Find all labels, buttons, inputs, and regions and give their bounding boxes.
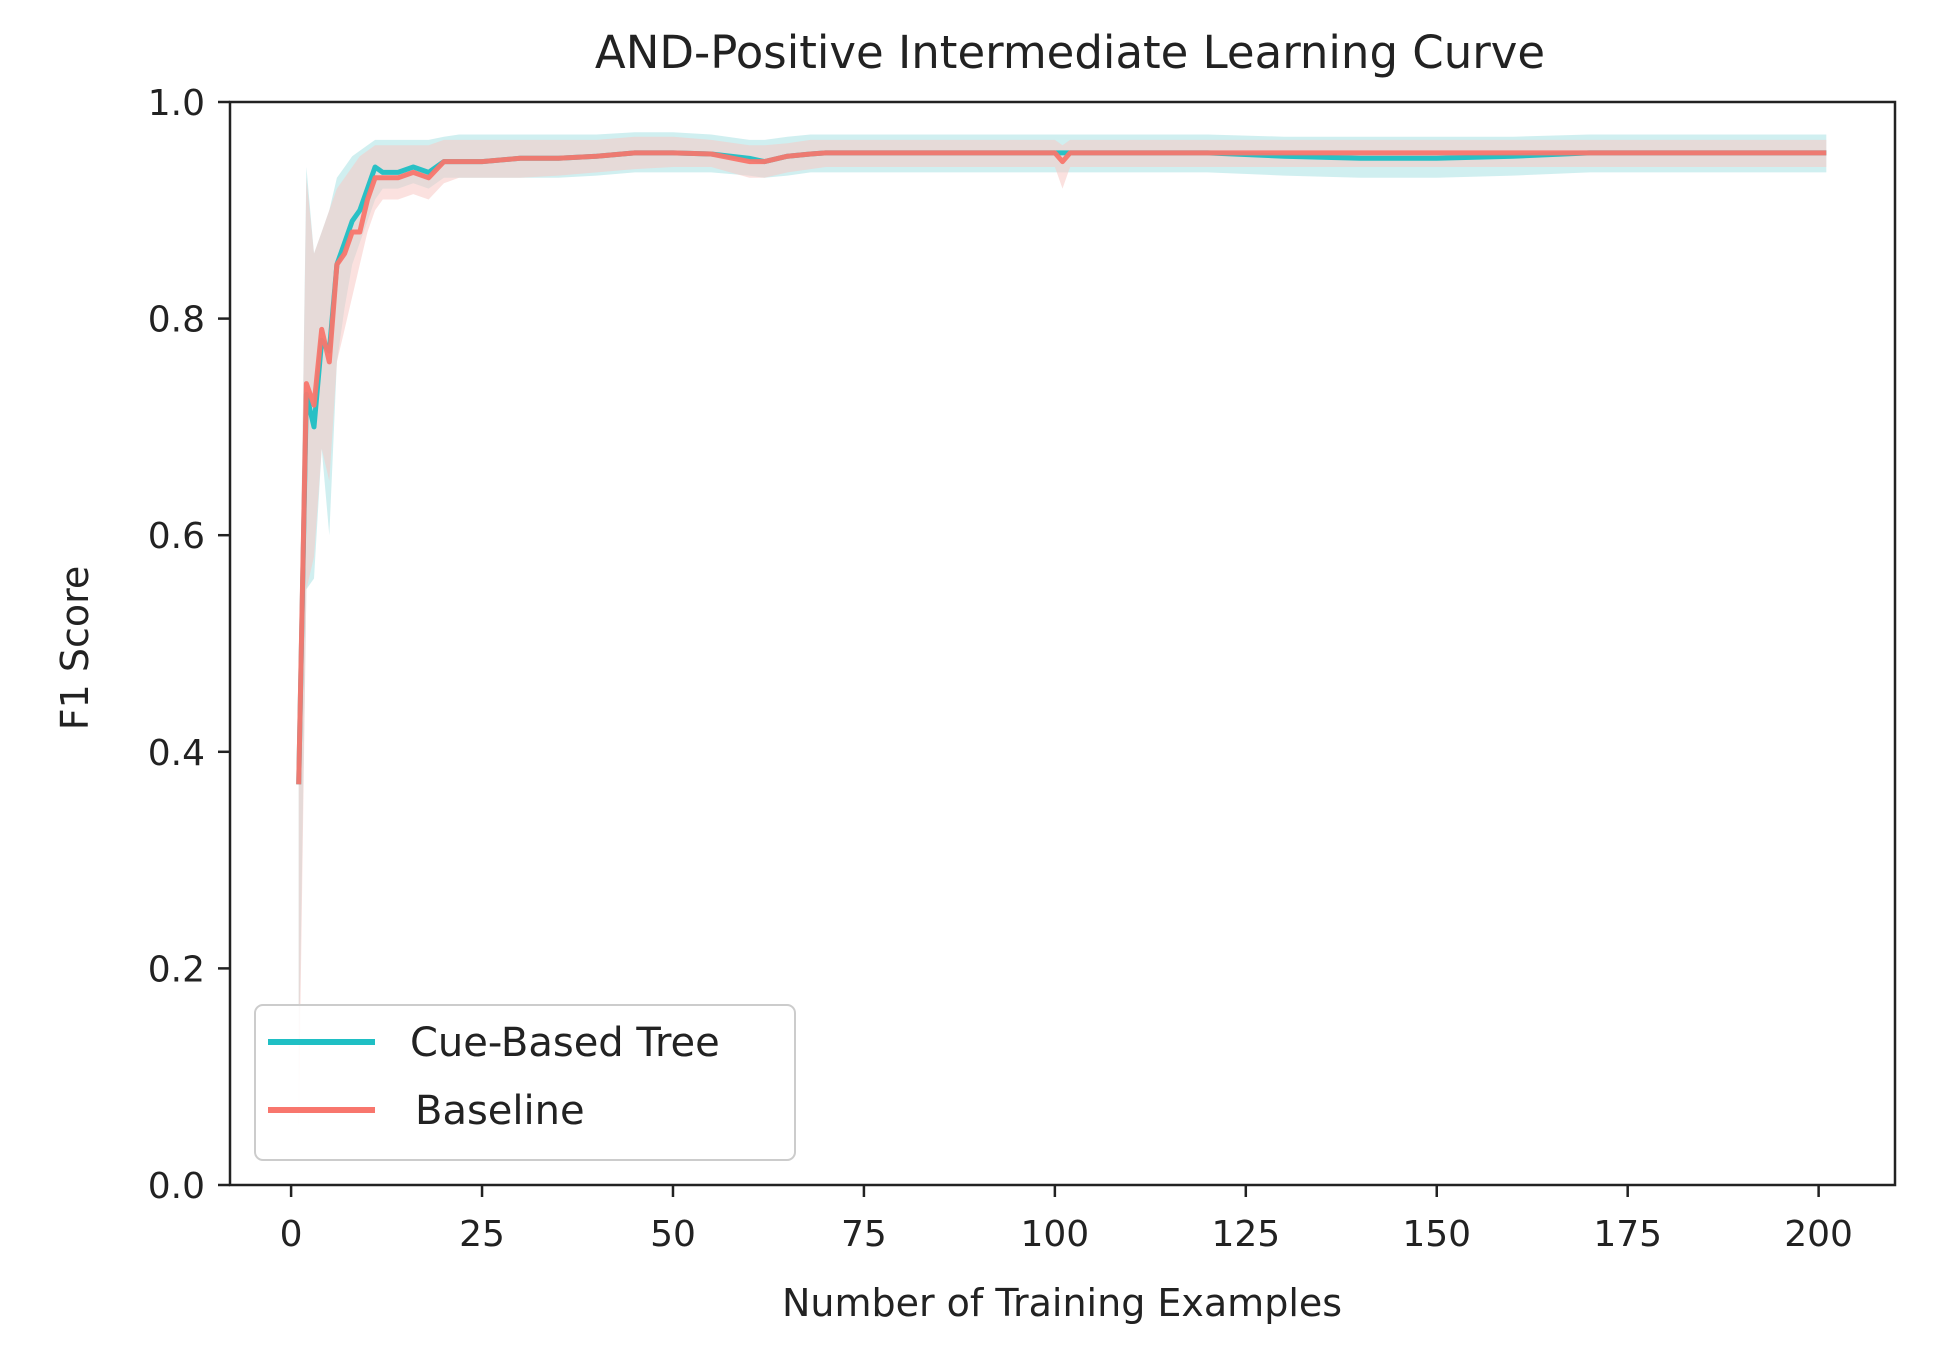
y-tick-label: 0.8 bbox=[148, 300, 205, 341]
x-tick-label: 0 bbox=[280, 1214, 303, 1255]
line-baseline bbox=[296, 150, 1827, 785]
series-lines bbox=[296, 150, 1827, 785]
legend-label-baseline: Baseline bbox=[415, 1088, 585, 1134]
plot-frame bbox=[228, 100, 1897, 1187]
x-tick-label: 100 bbox=[1021, 1214, 1090, 1255]
x-tick-label: 175 bbox=[1593, 1214, 1662, 1255]
legend-box bbox=[254, 1004, 796, 1161]
y-tick-label: 0.0 bbox=[148, 1166, 205, 1207]
x-axis-ticks: 0 25 50 75 100 125 150 175 200 bbox=[280, 1185, 1853, 1255]
y-axis-label: F1 Score bbox=[53, 566, 97, 731]
x-axis-label: Number of Training Examples bbox=[782, 1281, 1342, 1325]
y-axis-ticks: 0.0 0.2 0.4 0.6 0.8 1.0 bbox=[148, 83, 230, 1207]
x-tick-label: 150 bbox=[1402, 1214, 1471, 1255]
x-tick-label: 50 bbox=[650, 1214, 696, 1255]
chart-title: AND-Positive Intermediate Learning Curve bbox=[595, 26, 1545, 79]
y-tick-label: 1.0 bbox=[148, 83, 205, 124]
x-tick-label: 200 bbox=[1784, 1214, 1853, 1255]
y-tick-label: 0.6 bbox=[148, 516, 205, 557]
legend-label-cue-based-tree: Cue-Based Tree bbox=[410, 1020, 720, 1066]
x-tick-label: 75 bbox=[841, 1214, 887, 1255]
legend: Cue-Based Tree Baseline bbox=[254, 1004, 796, 1161]
x-tick-label: 125 bbox=[1211, 1214, 1280, 1255]
x-tick-label: 25 bbox=[459, 1214, 505, 1255]
y-tick-label: 0.4 bbox=[148, 733, 205, 774]
y-tick-label: 0.2 bbox=[148, 949, 205, 990]
